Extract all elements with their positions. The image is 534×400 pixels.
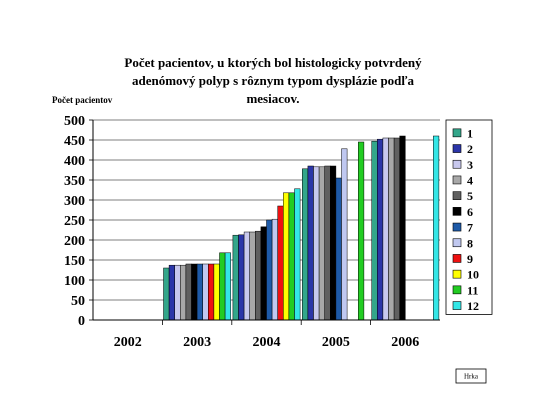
bar-2-2003 <box>168 264 175 321</box>
chart-title-line-1: Počet pacientov, u ktorých bol histologi… <box>124 55 422 70</box>
bar-12-2004 <box>294 188 301 321</box>
x-tick-label-2003: 2003 <box>183 335 211 350</box>
bar-3-2004 <box>243 231 250 321</box>
legend-label-11: 11 <box>467 283 478 297</box>
plot-area: 0 50 100 150 200 250 300 350 400 450 500 2002 2003 20… <box>64 114 440 350</box>
legend-label-2: 2 <box>467 142 473 156</box>
y-tick-label-150: 150 <box>64 254 85 269</box>
y-tick-label-450: 450 <box>64 134 85 149</box>
bar-11-2003 <box>219 252 226 321</box>
legend-swatch-2 <box>452 144 462 153</box>
bar-7-2003 <box>196 263 203 321</box>
y-tick-label-350: 350 <box>64 174 85 189</box>
bar-8-2005 <box>341 148 348 321</box>
bar-8-2003 <box>202 263 209 321</box>
bar-12-2003 <box>224 252 231 321</box>
bar-6-2005 <box>330 165 337 321</box>
bar-4-2006 <box>388 137 395 321</box>
footnote-text: Hrka <box>464 373 479 381</box>
bar-1-2003 <box>163 267 170 321</box>
bar-9-2004 <box>277 205 284 321</box>
legend-label-5: 5 <box>467 189 473 203</box>
bar-1-2006 <box>371 140 378 321</box>
legend-label-9: 9 <box>467 252 473 266</box>
legend-swatch-5 <box>452 191 462 200</box>
legend-label-1: 1 <box>467 126 473 140</box>
legend-swatch-9 <box>452 254 462 263</box>
legend-swatch-7 <box>452 222 462 232</box>
y-tick-label-250: 250 <box>64 214 85 229</box>
bar-10-2004 <box>283 192 290 321</box>
bar-11-2005 <box>358 141 365 321</box>
y-tick-label-300: 300 <box>64 194 85 209</box>
x-tick-label-2004: 2004 <box>253 335 281 350</box>
legend-swatch-10 <box>452 269 462 279</box>
legend-swatch-12 <box>452 301 462 310</box>
chart-title: Počet pacientov, u ktorých bol histologi… <box>124 55 422 106</box>
legend-swatch-3 <box>452 159 462 169</box>
bar-7-2004 <box>266 219 273 321</box>
bar-3-2005 <box>313 166 320 321</box>
legend-swatch-4 <box>452 175 462 185</box>
bar-7-2005 <box>335 177 342 321</box>
y-tick-label-100: 100 <box>64 274 85 289</box>
y-tick-label-200: 200 <box>64 234 85 249</box>
footnote-box: Hrka <box>455 368 487 384</box>
bar-5-2005 <box>324 165 331 321</box>
legend-label-4: 4 <box>467 173 473 187</box>
legend-label-3: 3 <box>467 158 473 172</box>
legend-label-6: 6 <box>467 205 473 219</box>
bar-1-2004 <box>232 234 239 321</box>
bar-11-2004 <box>288 192 295 321</box>
bar-9-2003 <box>208 263 215 321</box>
bar-10-2003 <box>213 263 220 321</box>
y-tick-label-400: 400 <box>64 154 85 169</box>
bar-2-2005 <box>307 165 314 321</box>
x-tick-label-2002: 2002 <box>114 335 142 350</box>
bar-3-2003 <box>174 264 181 321</box>
bar-3-2006 <box>382 137 389 321</box>
chart-title-line-2: adenómový polyp s rôznym typom dysplázie… <box>132 73 415 88</box>
bar-5-2006 <box>393 137 400 321</box>
legend-label-8: 8 <box>467 236 473 250</box>
y-tick-label-50: 50 <box>71 294 85 309</box>
bar-4-2003 <box>180 264 187 321</box>
legend-label-12: 12 <box>467 299 479 313</box>
bar-6-2006 <box>399 135 406 321</box>
bar-12-2006 <box>433 135 440 321</box>
bar-6-2004 <box>260 226 267 321</box>
legend-swatch-6 <box>452 207 462 216</box>
footnote-frame <box>455 368 487 384</box>
bar-5-2004 <box>255 230 262 321</box>
y-tick-label-0: 0 <box>78 314 85 329</box>
y-tick-label-500: 500 <box>64 114 85 129</box>
bar-2-2004 <box>238 234 245 321</box>
bar-8-2004 <box>271 218 278 321</box>
bar-6-2003 <box>191 263 198 321</box>
x-tick-label-2005: 2005 <box>322 335 350 350</box>
legend-label-7: 7 <box>467 221 473 235</box>
x-tick-label-2006: 2006 <box>391 335 419 350</box>
bar-1-2005 <box>302 168 309 321</box>
legend-swatch-11 <box>452 285 462 295</box>
bar-4-2005 <box>318 166 325 321</box>
y-axis-label: Počet pacientov <box>52 95 113 105</box>
legend-swatch-8 <box>452 238 462 248</box>
chart-title-line-3: mesiacov. <box>246 91 299 106</box>
legend-swatch-1 <box>452 128 462 138</box>
legend-label-10: 10 <box>467 268 479 282</box>
bar-4-2004 <box>249 231 256 321</box>
bar-5-2003 <box>185 263 192 321</box>
bar-2-2006 <box>377 138 384 321</box>
